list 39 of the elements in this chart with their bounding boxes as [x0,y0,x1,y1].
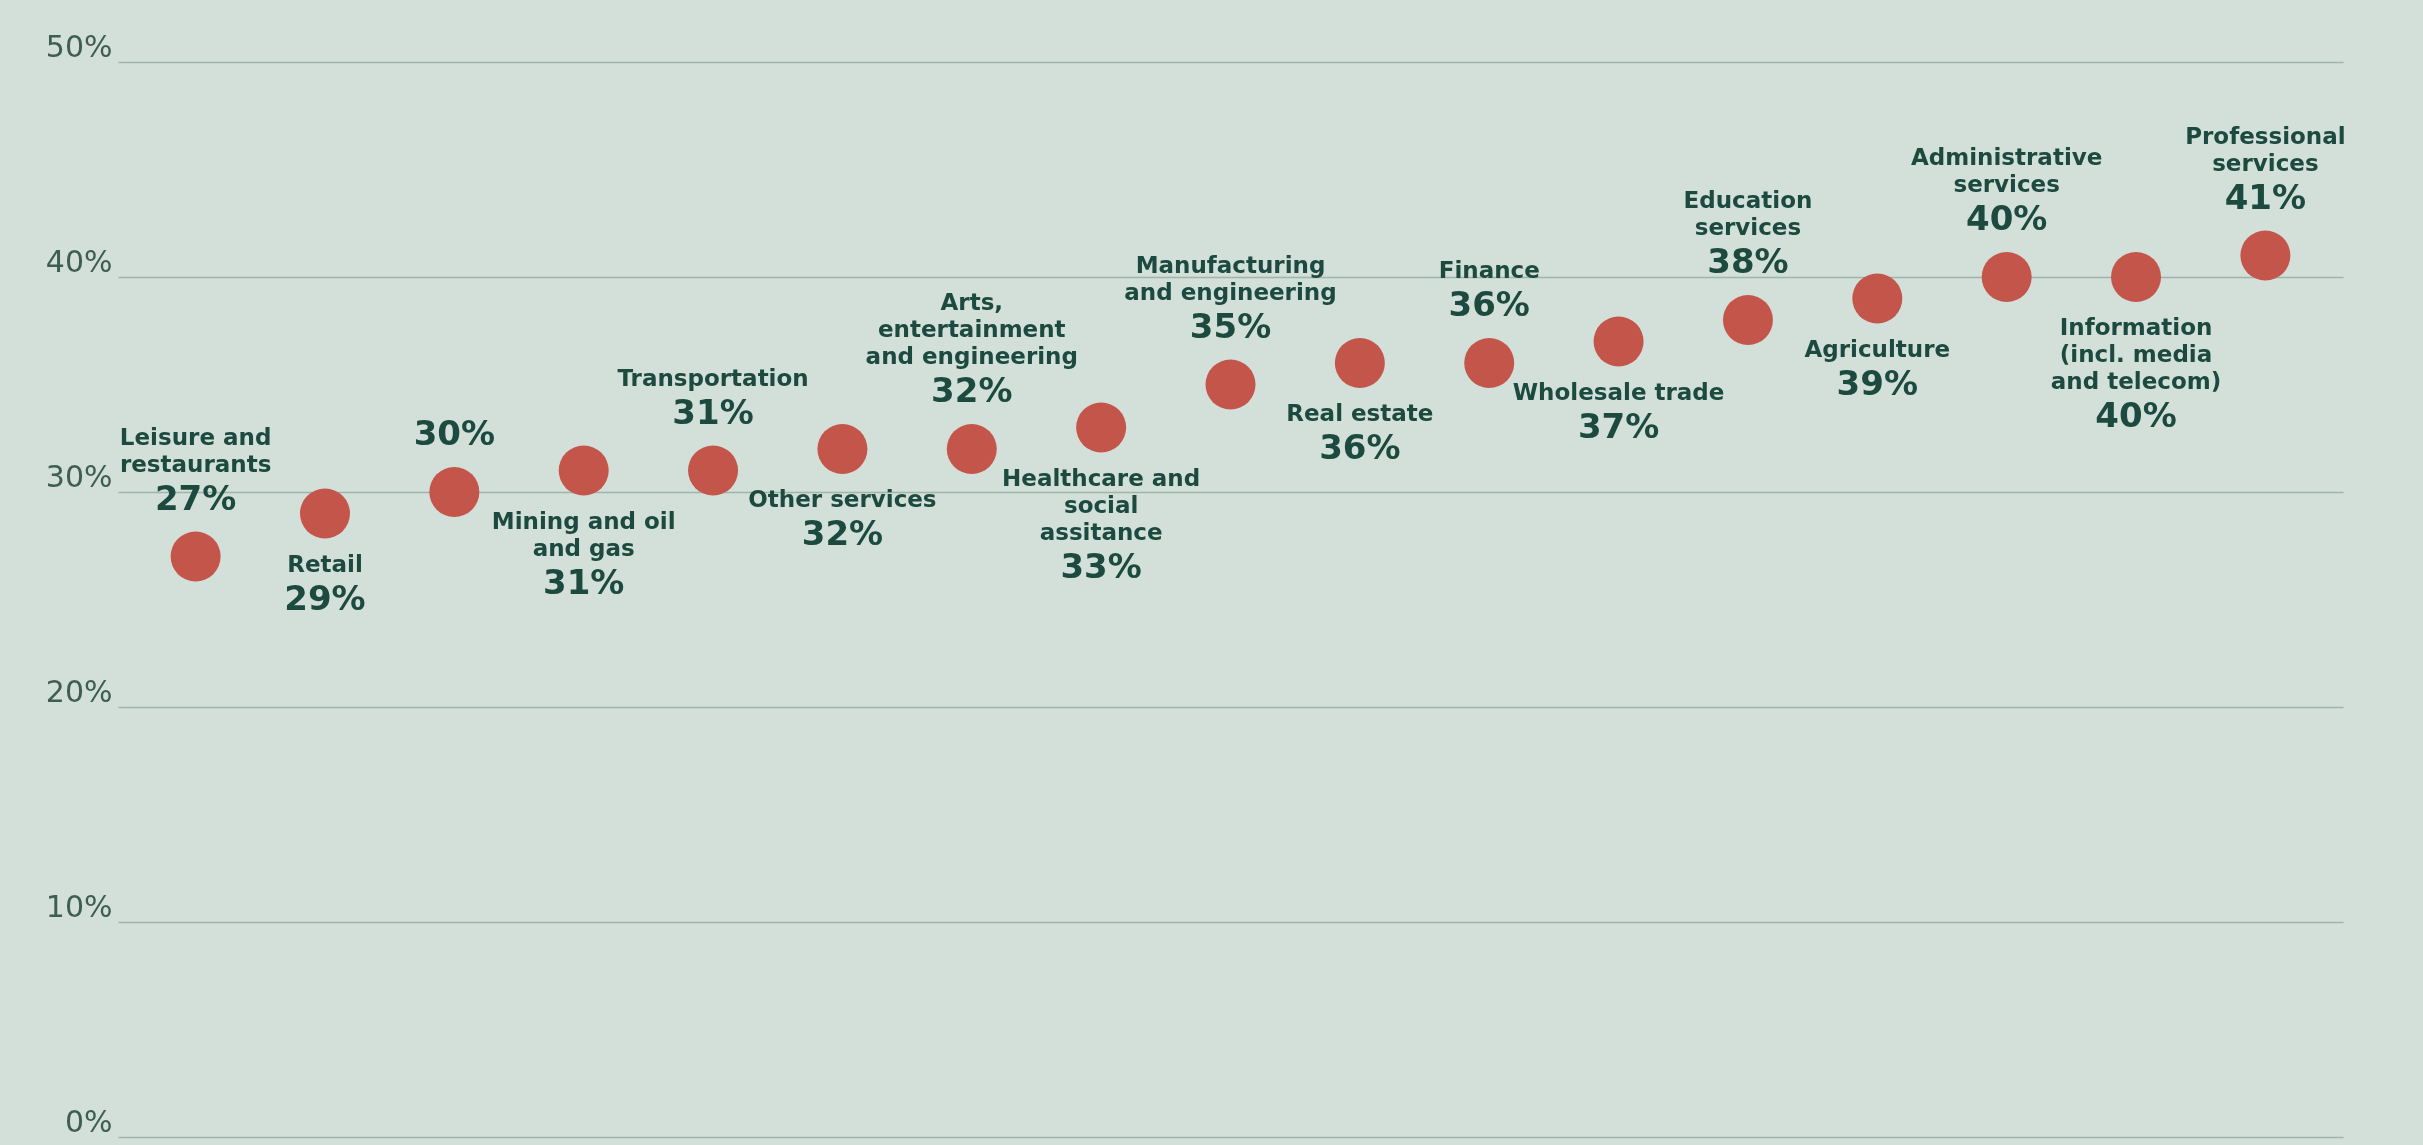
x-tick-label: Wholesale trade [1512,378,1725,405]
x-tick-label: Information (incl. media and telecom) [2050,314,2222,394]
y-tick-label: 30% [45,458,113,494]
x-tick-label: Agriculture [1804,335,1951,362]
y-tick-label: 50% [45,28,113,64]
data-label: 38% [1707,241,1789,281]
x-tick-label: Real estate [1286,400,1434,426]
x-tick-label: Finance [1438,257,1540,283]
y-tick-label: 0% [64,1103,113,1139]
x-tick-label: Transportation [617,364,809,391]
data-label: 40% [1965,198,2048,238]
y-tick-label: 20% [45,673,113,709]
data-label: 41% [2224,176,2307,217]
data-label: 30% [413,413,496,453]
data-label: 35% [1189,305,1272,346]
data-label: 32% [931,370,1013,410]
data-label: 31% [672,391,754,432]
data-label: 40% [2095,395,2177,435]
x-tick-label: Administrative services [1910,144,2103,197]
data-label: 37% [1577,405,1660,446]
x-tick-label: Retail [287,550,363,577]
data-label: 36% [1448,284,1530,324]
data-label: 27% [154,477,237,518]
data-label: 36% [1319,427,1401,467]
x-tick-label: Education services [1683,187,1813,240]
data-label: 31% [543,561,625,602]
x-tick-label: Other services [748,486,937,512]
data-label: 39% [1836,362,1918,403]
x-tick-label: Manufacturing and engineering [1124,251,1337,305]
y-tick-label: 10% [45,888,113,924]
x-tick-label: Arts, entertainment and engineering [865,289,1078,369]
data-label: 32% [801,513,884,553]
x-tick-label: Mining and oil and gas [491,507,676,561]
x-tick-label: Professional services [2185,122,2346,176]
y-tick-label: 40% [45,243,113,279]
data-label: 33% [1060,545,1142,586]
x-tick-label: Healthcare and social assitance [1002,464,1201,545]
x-tick-label: Leisure and restaurants [119,423,272,477]
data-label: 29% [284,577,366,618]
